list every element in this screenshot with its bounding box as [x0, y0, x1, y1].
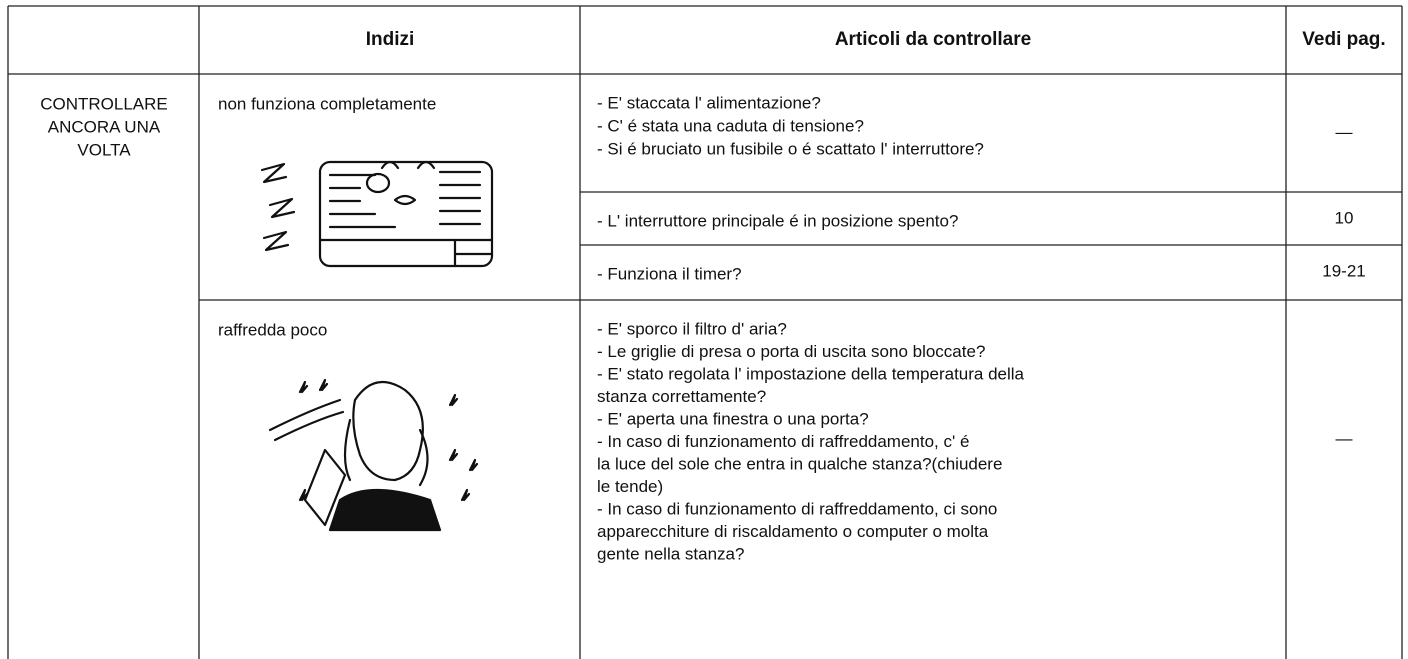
header-articoli: Articoli da controllare [835, 29, 1031, 50]
check-line: - E' staccata l' alimentazione? [597, 93, 821, 112]
page-ref: 10 [1335, 208, 1354, 227]
check-line: - Funziona il timer? [597, 264, 742, 283]
page-ref: — [1336, 429, 1353, 448]
check-line: gente nella stanza? [597, 544, 744, 563]
header-pagine: Vedi pag. [1302, 29, 1385, 50]
check-line: - Si é bruciato un fusibile o é scattato… [597, 139, 984, 158]
check-line: - E' aperta una finestra o una porta? [597, 409, 869, 428]
check-line: - C' é stata una caduta di tensione? [597, 116, 864, 135]
symptom: non funziona completamente [218, 94, 436, 113]
check-line: - In caso di funzionamento di raffreddam… [597, 432, 969, 451]
table-rules [7, 5, 1403, 659]
section-label: CONTROLLARE [40, 94, 168, 113]
check-line: - E' sporco il filtro d' aria? [597, 319, 787, 338]
check-line: - Le griglie di presa o porta di uscita … [597, 342, 985, 361]
check-line: le tende) [597, 477, 663, 496]
page-ref: — [1336, 122, 1353, 141]
check-line: - In caso di funzionamento di raffreddam… [597, 499, 997, 518]
check-line: apparecchiture di riscaldamento o comput… [597, 522, 989, 541]
check-line: stanza correttamente? [597, 387, 766, 406]
symptom: raffredda poco [218, 320, 327, 339]
sleeping-ac-illustration [260, 160, 494, 268]
header-indizi: Indizi [366, 29, 415, 50]
page-ref: 19-21 [1322, 261, 1365, 280]
check-line: la luce del sole che entra in qualche st… [597, 454, 1002, 473]
check-line: - L' interruttore principale é in posizi… [597, 211, 958, 230]
section-label: ANCORA UNA [48, 117, 161, 136]
hot-person-illustration [268, 378, 479, 532]
section-label: VOLTA [77, 140, 131, 159]
check-line: - E' stato regolata l' impostazione dell… [597, 364, 1025, 383]
